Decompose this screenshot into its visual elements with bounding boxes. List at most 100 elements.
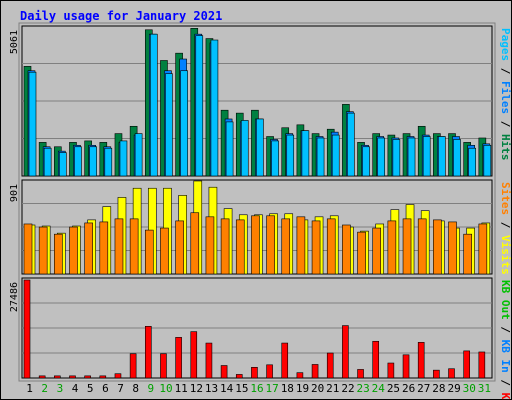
bar-kb-f-day-12 bbox=[190, 331, 198, 379]
bar-kb-f-day-26 bbox=[402, 354, 410, 379]
bar-sites-day-31 bbox=[478, 223, 488, 275]
bar-kb-f-day-4 bbox=[69, 375, 76, 379]
bar-kb-f-day-7 bbox=[114, 373, 122, 379]
bar-kb-f-day-11 bbox=[175, 337, 182, 379]
bar-kb-f-day-22 bbox=[342, 325, 349, 379]
bar-kb-f-day-28 bbox=[433, 369, 440, 379]
bar-kb-f-day-29 bbox=[448, 368, 455, 379]
bar-pages-day-29 bbox=[453, 139, 461, 177]
day-label-23: 23 bbox=[357, 382, 370, 395]
y-max-label: 901 bbox=[9, 184, 20, 202]
bar-sites-day-19 bbox=[296, 216, 306, 275]
legend-item-files: Files bbox=[499, 81, 512, 114]
bar-kb-f-day-5 bbox=[84, 375, 91, 379]
day-label-3: 3 bbox=[57, 382, 64, 395]
bar-pages-day-30 bbox=[468, 147, 476, 177]
bar-kb-f-day-18 bbox=[281, 342, 289, 379]
bar-pages-day-22 bbox=[347, 112, 355, 177]
legend-separator: / bbox=[499, 61, 512, 81]
bar-sites-day-15 bbox=[235, 219, 245, 275]
bar-sites-day-10 bbox=[160, 227, 169, 275]
bar-kb-f-day-8 bbox=[129, 353, 137, 379]
bar-sites-day-29 bbox=[448, 221, 457, 275]
bar-kb-f-day-2 bbox=[38, 375, 46, 379]
bar-sites-day-24 bbox=[372, 227, 382, 275]
bar-pages-day-4 bbox=[74, 146, 82, 177]
bar-kb-f-day-20 bbox=[311, 364, 319, 379]
legend-item-visits: Visits bbox=[499, 235, 512, 275]
bar-kb-f-day-25 bbox=[387, 362, 395, 379]
panel-hits_files_pages: 5061 Pages / Files / Hits bbox=[9, 25, 512, 177]
day-label-31: 31 bbox=[478, 382, 491, 395]
day-label-17: 17 bbox=[266, 382, 279, 395]
bar-pages-day-25 bbox=[392, 139, 401, 177]
day-label-28: 28 bbox=[432, 382, 445, 395]
bar-sites-day-12 bbox=[190, 212, 200, 275]
bar-sites-day-4 bbox=[69, 226, 78, 275]
bar-kb-f-day-14 bbox=[220, 365, 228, 379]
day-label-10: 10 bbox=[159, 382, 172, 395]
bar-pages-day-1 bbox=[28, 71, 37, 177]
legend-item-sites: Sites bbox=[499, 182, 512, 215]
bar-pages-day-8 bbox=[134, 133, 143, 177]
legend-separator: / bbox=[499, 373, 512, 393]
bar-kb-f-day-27 bbox=[417, 342, 425, 379]
bar-pages-day-19 bbox=[301, 130, 310, 177]
bar-pages-day-15 bbox=[240, 120, 249, 177]
legend-separator: / bbox=[499, 215, 512, 235]
bar-kb-f-day-16 bbox=[251, 367, 258, 379]
day-label-25: 25 bbox=[387, 382, 400, 395]
bar-pages-day-17 bbox=[271, 140, 279, 177]
bar-sites-day-3 bbox=[54, 233, 63, 275]
bar-kb-f-day-21 bbox=[326, 352, 334, 379]
chart-title: Daily usage for January 2021 bbox=[20, 9, 222, 23]
bar-pages-day-14 bbox=[225, 121, 234, 177]
bar-sites-day-2 bbox=[38, 226, 48, 275]
bar-sites-day-20 bbox=[311, 220, 321, 275]
bar-kb-f-day-1 bbox=[23, 279, 31, 379]
day-label-20: 20 bbox=[311, 382, 324, 395]
day-label-15: 15 bbox=[235, 382, 248, 395]
panel-visits_sites: 901 Sites / Visits bbox=[9, 179, 512, 275]
bar-pages-day-6 bbox=[104, 147, 113, 177]
bar-sites-day-11 bbox=[175, 220, 184, 275]
bar-pages-day-9 bbox=[149, 33, 158, 177]
bar-sites-day-21 bbox=[326, 218, 336, 275]
day-label-5: 5 bbox=[87, 382, 94, 395]
bar-pages-day-13 bbox=[210, 39, 219, 177]
bar-sites-day-25 bbox=[387, 220, 397, 275]
day-label-29: 29 bbox=[447, 382, 460, 395]
day-label-19: 19 bbox=[296, 382, 309, 395]
day-label-22: 22 bbox=[341, 382, 354, 395]
legend-item-kb-in: KB In bbox=[499, 340, 512, 373]
bar-sites-day-26 bbox=[402, 218, 412, 275]
bar-sites-day-23 bbox=[357, 231, 366, 275]
bar-sites-day-8 bbox=[129, 218, 139, 275]
plot-frame bbox=[18, 22, 496, 382]
legend-item-kb-f: KB F bbox=[499, 393, 512, 400]
bar-sites-day-7 bbox=[114, 218, 124, 275]
bar-pages-day-20 bbox=[316, 137, 325, 177]
bar-kb-f-day-19 bbox=[296, 372, 304, 379]
day-label-9: 9 bbox=[148, 382, 155, 395]
bar-kb-f-day-10 bbox=[160, 353, 167, 379]
bar-pages-day-18 bbox=[286, 134, 295, 177]
bar-pages-day-26 bbox=[407, 137, 416, 177]
bar-sites-day-14 bbox=[220, 218, 230, 275]
bar-pages-day-16 bbox=[256, 118, 264, 177]
bar-sites-day-17 bbox=[266, 215, 275, 275]
y-max-label: 5061 bbox=[9, 30, 20, 54]
day-label-6: 6 bbox=[102, 382, 109, 395]
day-label-2: 2 bbox=[41, 382, 48, 395]
bar-pages-day-2 bbox=[43, 147, 52, 177]
day-label-1: 1 bbox=[26, 382, 33, 395]
bar-pages-day-24 bbox=[377, 137, 386, 177]
bar-sites-day-6 bbox=[99, 221, 109, 275]
bar-sites-day-22 bbox=[342, 224, 351, 275]
bar-pages-day-7 bbox=[119, 140, 128, 177]
bar-sites-day-9 bbox=[144, 229, 154, 275]
panel-legend: KB Out / KB In / KB F bbox=[499, 280, 512, 400]
